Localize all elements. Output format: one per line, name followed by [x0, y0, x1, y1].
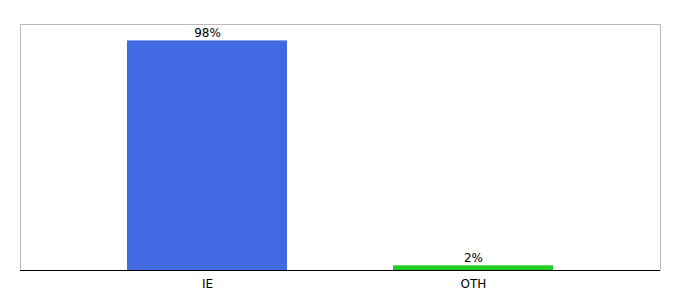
svg-text:98%: 98% — [194, 26, 221, 40]
svg-text:IE: IE — [202, 277, 213, 291]
svg-text:OTH: OTH — [461, 277, 487, 291]
svg-text:2%: 2% — [464, 251, 483, 265]
